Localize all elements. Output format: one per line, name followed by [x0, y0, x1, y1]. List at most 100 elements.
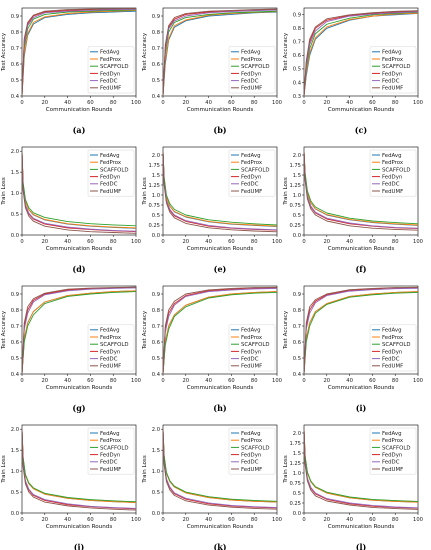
panel-caption: (g)	[72, 403, 85, 413]
x-tick-label: 40	[205, 239, 212, 245]
y-tick-label: 0.5	[293, 356, 301, 362]
x-tick-label: 60	[228, 517, 235, 523]
series-line-fedumf	[22, 286, 136, 374]
x-tick-label: 80	[251, 100, 258, 106]
series-line-feddc	[22, 287, 136, 374]
x-axis-label: Communication Rounds	[46, 385, 113, 391]
legend-label: FedAvg	[382, 328, 402, 334]
series-line-feddyn	[163, 287, 277, 374]
y-tick-label: 0.25	[289, 501, 301, 507]
legend-label: FedProx	[382, 438, 404, 444]
chart-panel-f: 0 20 40 60 80 100 0.0 0.25 0.5 0.75 1.0 1.25 1.5 1.75…	[283, 146, 423, 274]
y-axis-label: Test Accuracy	[142, 310, 148, 350]
legend-label: FedAvg	[100, 153, 120, 159]
x-tick-label: 0	[302, 517, 305, 523]
legend-label: SCAFFOLD	[382, 64, 410, 70]
y-tick-label: 0.7	[11, 46, 19, 52]
x-tick-label: 100	[272, 378, 282, 384]
y-tick-label: 0.0	[11, 511, 19, 517]
series-line-scaffold	[304, 150, 418, 225]
y-axis-label: Train Loss	[1, 177, 7, 206]
x-tick-label: 100	[131, 239, 141, 245]
legend-label: FedDC	[100, 79, 118, 85]
y-tick-label: 0.7	[293, 40, 301, 46]
x-axis-label: Communication Rounds	[328, 246, 395, 252]
y-axis-label: Test Accuracy	[1, 32, 7, 72]
y-tick-label: 0.8	[152, 308, 160, 314]
x-tick-label: 100	[413, 517, 423, 523]
x-axis-label: Communication Rounds	[328, 385, 395, 391]
y-tick-label: 0.0	[293, 233, 301, 239]
legend-label: FedAvg	[100, 328, 120, 334]
y-tick-label: 1.5	[11, 170, 19, 176]
chart-panel-e: 0 20 40 60 80 100 0.0 0.25 0.5 0.75 1.0 1.25 1.5 1.75…	[142, 146, 282, 274]
x-axis-label: Communication Rounds	[46, 524, 113, 530]
x-tick-label: 80	[110, 517, 117, 523]
series-line-fedumf	[304, 10, 418, 96]
x-tick-label: 80	[110, 100, 117, 106]
series-line-fedumf	[304, 286, 418, 374]
series-line-scaffold	[163, 429, 277, 502]
legend-label: FedProx	[382, 57, 404, 63]
x-tick-label: 100	[413, 239, 423, 245]
x-tick-label: 60	[228, 378, 235, 384]
y-tick-label: 2.0	[293, 153, 301, 159]
x-axis-label: Communication Rounds	[328, 524, 395, 530]
y-axis-label: Test Accuracy	[283, 32, 289, 72]
series-line-fedumf	[163, 8, 277, 96]
y-tick-label: 1.25	[289, 183, 301, 189]
y-tick-label: 0.7	[11, 324, 19, 330]
y-tick-label: 2.0	[152, 427, 160, 433]
y-tick-label: 0.4	[11, 94, 20, 100]
legend-label: FedDyn	[100, 349, 120, 355]
legend-label: FedDyn	[241, 453, 261, 459]
x-axis-label: Communication Rounds	[187, 524, 254, 530]
y-tick-label: 0.7	[152, 46, 160, 52]
legend-label: FedUMF	[241, 189, 262, 195]
y-tick-label: 1.0	[152, 193, 160, 199]
series-line-scaffold	[304, 291, 418, 374]
x-tick-label: 0	[20, 100, 23, 106]
y-tick-label: 0.0	[11, 233, 19, 239]
series-line-fedumf	[163, 286, 277, 374]
y-tick-label: 0.5	[152, 78, 160, 84]
legend-box	[228, 427, 276, 475]
y-tick-label: 1.0	[11, 191, 19, 197]
x-axis-label: Communication Rounds	[46, 107, 113, 113]
legend-label: FedDC	[241, 460, 259, 466]
x-tick-label: 60	[228, 100, 235, 106]
panel-caption: (f)	[355, 264, 366, 274]
y-tick-label: 0.4	[293, 372, 302, 378]
y-tick-label: 0.9	[11, 14, 19, 20]
x-tick-label: 100	[413, 100, 423, 106]
y-axis-label: Test Accuracy	[142, 32, 148, 72]
x-tick-label: 60	[369, 517, 376, 523]
y-tick-label: 0.6	[152, 340, 160, 346]
x-tick-label: 100	[272, 517, 282, 523]
panel-caption: (c)	[355, 125, 368, 135]
panel-caption: (j)	[74, 542, 85, 550]
series-line-fedumf	[163, 150, 277, 233]
x-tick-label: 80	[110, 378, 117, 384]
y-tick-label: 0.8	[152, 30, 160, 36]
y-tick-label: 0.5	[11, 490, 19, 496]
panel-caption: (d)	[72, 264, 85, 274]
series-line-scaffold	[163, 291, 277, 374]
legend-label: FedAvg	[382, 431, 402, 437]
y-axis-label: Train Loss	[142, 177, 148, 206]
y-tick-label: 2.0	[293, 431, 301, 437]
x-tick-label: 0	[161, 517, 164, 523]
series-line-feddc	[304, 287, 418, 374]
legend-label: FedDC	[241, 357, 259, 363]
legend-label: FedUMF	[382, 364, 403, 370]
y-tick-label: 0.9	[152, 14, 160, 20]
y-tick-label: 1.5	[152, 173, 160, 179]
x-tick-label: 0	[302, 100, 305, 106]
y-tick-label: 1.0	[293, 471, 301, 477]
